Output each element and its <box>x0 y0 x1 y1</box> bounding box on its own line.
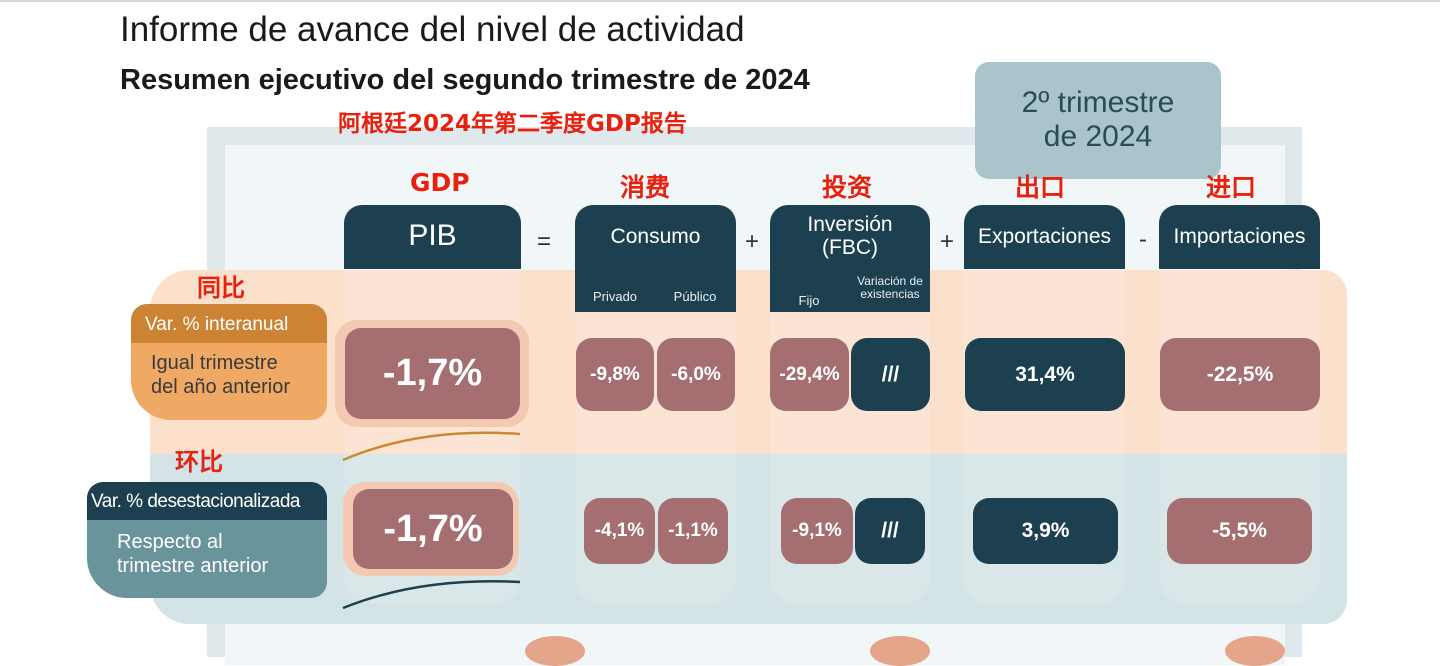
row-label-interanual-header: Var. % interanual <box>131 304 327 343</box>
annotation-import: 进口 <box>1206 173 1257 202</box>
header-importaciones-label: Importaciones <box>1173 225 1306 248</box>
header-consumo-label: Consumo <box>610 225 701 248</box>
header-exportaciones-label: Exportaciones <box>977 225 1112 248</box>
badge-line1: 2º trimestre <box>1021 86 1175 119</box>
annotation-gdp: GDP <box>410 168 470 197</box>
value-publico-desestacionalizada: -1,1% <box>658 498 728 564</box>
annotation-qoq: 环比 <box>175 448 223 476</box>
row-label-interanual-body: Igual trimestre del año anterior <box>131 343 327 420</box>
decorative-circle <box>525 636 585 666</box>
row-label-line: Respecto al <box>117 531 223 553</box>
header-importaciones: Importaciones <box>1159 205 1320 269</box>
row-label-line: Igual trimestre <box>151 352 278 374</box>
annotation-inversion: 投资 <box>822 173 873 202</box>
subheader-existencias: Variación de existencias <box>857 274 923 301</box>
value-privado-interanual: -9,8% <box>576 338 654 411</box>
decorative-circle <box>1225 636 1285 666</box>
value-pib-desestacionalizada: -1,7% <box>353 489 513 569</box>
row-label-line: trimestre anterior <box>117 555 269 577</box>
operator-minus: - <box>1139 226 1147 253</box>
value-existencias-desestacionalizada: /// <box>855 498 925 564</box>
header-exportaciones: Exportaciones <box>964 205 1125 269</box>
annotation-consumo: 消费 <box>620 173 671 202</box>
page-subtitle: Resumen ejecutivo del segundo trimestre … <box>120 64 810 96</box>
header-consumo: Consumo Privado Público <box>575 205 736 312</box>
subheader-privado: Privado <box>592 289 638 304</box>
subheader-publico: Público <box>673 289 717 304</box>
header-pib: PIB <box>344 205 521 269</box>
value-import-interanual: -22,5% <box>1160 338 1320 411</box>
value-import-desestacionalizada: -5,5% <box>1167 498 1312 564</box>
value-privado-desestacionalizada: -4,1% <box>584 498 655 564</box>
decorative-circle <box>870 636 930 666</box>
row-label-line: del año anterior <box>151 376 290 398</box>
decorative-curves <box>342 431 521 610</box>
subheader-fijo: Fijo <box>798 293 820 308</box>
orange-curve <box>342 431 521 462</box>
period-badge: 2º trimestre de 2024 <box>975 62 1221 179</box>
header-pib-label: PIB <box>408 219 457 252</box>
header-inversion: Inversión (FBC) Fijo Variación de existe… <box>770 205 930 312</box>
row-label-interanual: Var. % interanual Igual trimestre del año… <box>131 304 327 420</box>
badge-line2: de 2024 <box>1043 120 1153 153</box>
row-label-desestacionalizada-header: Var. % desestacionalizada <box>87 482 327 520</box>
row-label-desestacionalizada: Var. % desestacionalizada Respecto al tri… <box>87 482 327 598</box>
operator-plus: + <box>940 228 955 255</box>
operator-plus: + <box>745 228 760 255</box>
value-export-interanual: 31,4% <box>965 338 1125 411</box>
row-label-desestacionalizada-body: Respecto al trimestre anterior <box>87 520 327 598</box>
value-publico-interanual: -6,0% <box>657 338 735 411</box>
value-existencias-interanual: /// <box>851 338 930 411</box>
page-title: Informe de avance del nivel de actividad <box>120 10 745 49</box>
header-inversion-line2: (FBC) <box>822 236 878 259</box>
value-fijo-interanual: -29,4% <box>770 338 849 411</box>
annotation-title: 阿根廷2024年第二季度GDP报告 <box>338 111 687 137</box>
annotation-export: 出口 <box>1015 173 1066 202</box>
value-fijo-desestacionalizada: -9,1% <box>781 498 853 564</box>
value-pib-interanual: -1,7% <box>345 328 520 419</box>
header-inversion-line1: Inversión <box>807 213 893 236</box>
operator-equals: = <box>537 228 552 255</box>
annotation-yoy: 同比 <box>197 274 245 302</box>
value-export-desestacionalizada: 3,9% <box>973 498 1118 564</box>
dark-curve <box>342 580 521 610</box>
